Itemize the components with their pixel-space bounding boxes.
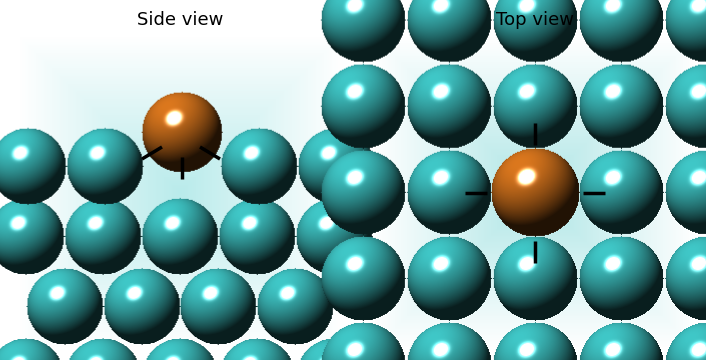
Text: Top view: Top view bbox=[496, 11, 574, 29]
Text: Side view: Side view bbox=[137, 11, 223, 29]
